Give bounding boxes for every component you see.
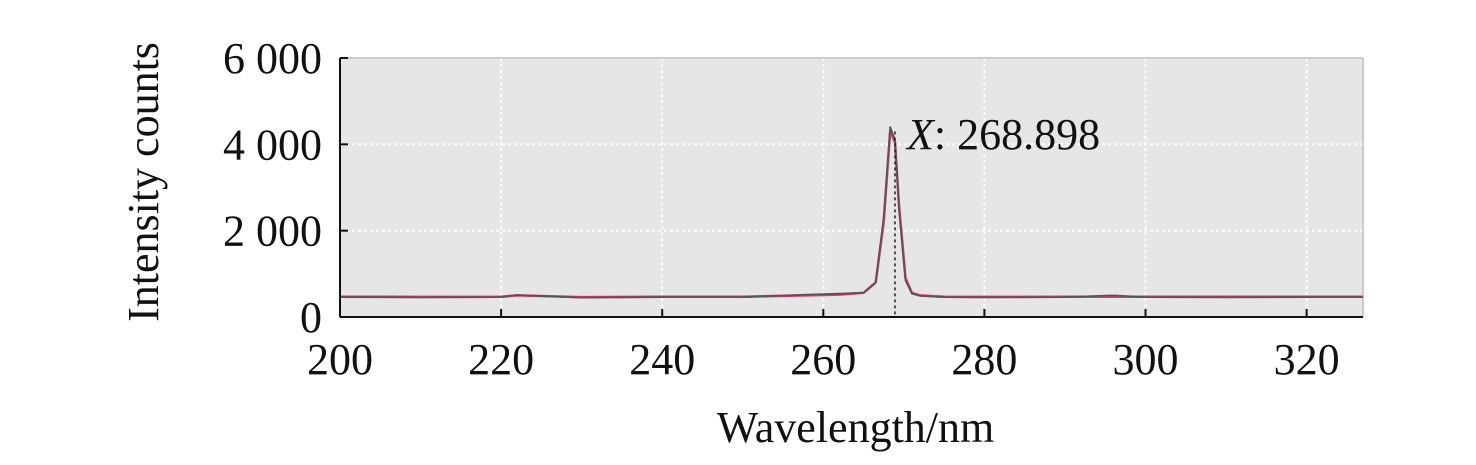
y-tick-label: 4 000 [223,120,322,169]
x-ticks: 200 220 240 260 280 300 320 [307,309,1340,384]
plot-background [340,58,1363,317]
y-tick-label: 2 000 [223,207,322,256]
grid [340,57,1364,317]
x-tick-label: 220 [468,335,534,384]
x-axis-title: Wavelength/nm [717,403,995,452]
y-ticks: 0 2 000 4 000 6 000 [223,34,348,342]
peak-annotation-value: 268.898 [957,110,1100,159]
y-tick-label: 0 [300,293,322,342]
x-tick-label: 320 [1274,335,1340,384]
peak-annotation-separator: : [934,110,957,159]
y-tick-label: 6 000 [223,34,322,83]
x-tick-label: 280 [951,335,1017,384]
x-tick-label: 300 [1113,335,1179,384]
x-tick-label: 260 [790,335,856,384]
y-axis-title: Intensity counts [119,42,168,322]
peak-annotation: X: 268.898 [905,110,1100,159]
peak-annotation-prefix: X [905,110,936,159]
x-tick-label: 240 [629,335,695,384]
series-line-gray [339,126,1363,299]
x-tick-label: 200 [307,335,373,384]
series-layer [339,126,1363,299]
